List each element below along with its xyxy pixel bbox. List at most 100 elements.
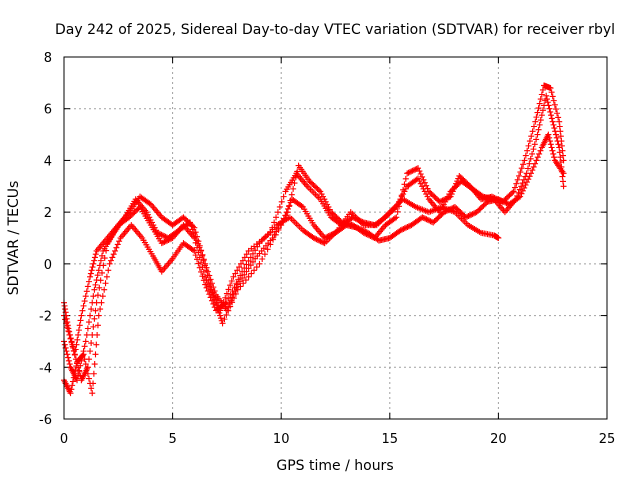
x-tick-label: 20: [490, 432, 507, 447]
data-point: [288, 191, 295, 198]
data-point: [195, 260, 202, 267]
data-point: [247, 254, 254, 261]
data-point: [310, 235, 317, 241]
data-point: [432, 216, 439, 223]
data-point: [419, 173, 426, 180]
data-point: [67, 390, 74, 397]
data-point: [406, 169, 413, 176]
data-point: [536, 121, 543, 128]
data-point: [555, 114, 562, 121]
data-point: [546, 105, 553, 112]
data-point: [85, 375, 92, 382]
data-point: [90, 323, 97, 330]
data-point: [158, 231, 165, 238]
data-point: [154, 229, 161, 236]
data-point: [328, 209, 335, 216]
data-point: [459, 175, 466, 182]
x-tick-label: 10: [273, 432, 290, 447]
data-point: [553, 134, 560, 141]
data-point: [415, 165, 422, 172]
data-point: [68, 339, 75, 346]
data-point: [464, 213, 471, 220]
data-point: [499, 198, 506, 205]
y-tick-label: 6: [44, 103, 52, 118]
data-point: [254, 243, 261, 250]
data-point: [460, 211, 467, 218]
data-point: [192, 229, 199, 236]
data-point: [97, 277, 104, 284]
data-point: [85, 319, 92, 326]
data-point: [233, 284, 240, 291]
data-point: [195, 238, 202, 245]
data-point: [492, 195, 499, 202]
data-point: [68, 386, 75, 393]
data-point: [522, 173, 529, 180]
data-point: [238, 260, 245, 267]
data-point: [420, 176, 427, 183]
data-point: [532, 160, 539, 167]
data-point: [526, 138, 533, 145]
data-point: [248, 270, 255, 277]
data-point: [538, 112, 545, 119]
data-point: [105, 267, 112, 274]
data-point: [89, 264, 96, 271]
data-point: [109, 254, 116, 261]
data-point: [539, 107, 546, 114]
data-point: [397, 197, 404, 204]
data-point: [405, 169, 412, 176]
data-point: [310, 181, 317, 188]
data-point: [509, 189, 516, 196]
data-point: [65, 357, 72, 364]
data-point: [330, 211, 337, 218]
data-point: [510, 188, 517, 195]
data-point: [87, 273, 94, 280]
data-point: [261, 251, 268, 258]
data-point: [320, 193, 327, 200]
data-point: [91, 361, 98, 368]
data-point: [74, 360, 81, 367]
data-point: [291, 180, 298, 187]
data-point: [551, 125, 558, 132]
data-point: [282, 212, 289, 219]
data-point: [481, 201, 488, 208]
data-point: [181, 215, 188, 222]
data-point: [208, 280, 215, 287]
data-point: [555, 141, 562, 148]
data-point: [95, 267, 102, 274]
data-point: [549, 118, 556, 125]
data-point: [230, 291, 237, 298]
data-point: [230, 273, 237, 280]
data-point: [456, 172, 463, 179]
data-point: [94, 272, 101, 279]
data-point: [74, 336, 81, 343]
data-point: [207, 294, 214, 301]
data-point: [528, 133, 535, 140]
data-point: [424, 216, 431, 223]
data-point: [517, 169, 524, 176]
data-point: [245, 273, 252, 280]
data-point: [550, 97, 557, 104]
data-point: [143, 209, 150, 216]
data-point: [313, 184, 320, 191]
data-point: [498, 198, 505, 205]
data-point: [198, 268, 205, 275]
data-point: [277, 222, 284, 229]
data-point: [92, 281, 99, 288]
data-point: [287, 197, 294, 204]
data-point: [241, 271, 248, 278]
data-point: [94, 322, 101, 329]
data-point: [87, 312, 94, 319]
data-point: [228, 277, 235, 284]
data-point: [210, 300, 217, 307]
data-point: [103, 247, 110, 254]
data-point: [548, 144, 555, 151]
data-point: [200, 256, 207, 263]
data-point: [401, 225, 408, 232]
axis-tick-labels: 0 5 10 15 20 25 -6 -4 -2 0 2 4 6 8: [39, 51, 615, 447]
data-point: [537, 117, 544, 124]
data-point: [290, 185, 297, 192]
data-point: [453, 205, 460, 212]
data-point: [548, 89, 555, 96]
data-point: [552, 131, 559, 138]
data-point: [227, 282, 234, 289]
